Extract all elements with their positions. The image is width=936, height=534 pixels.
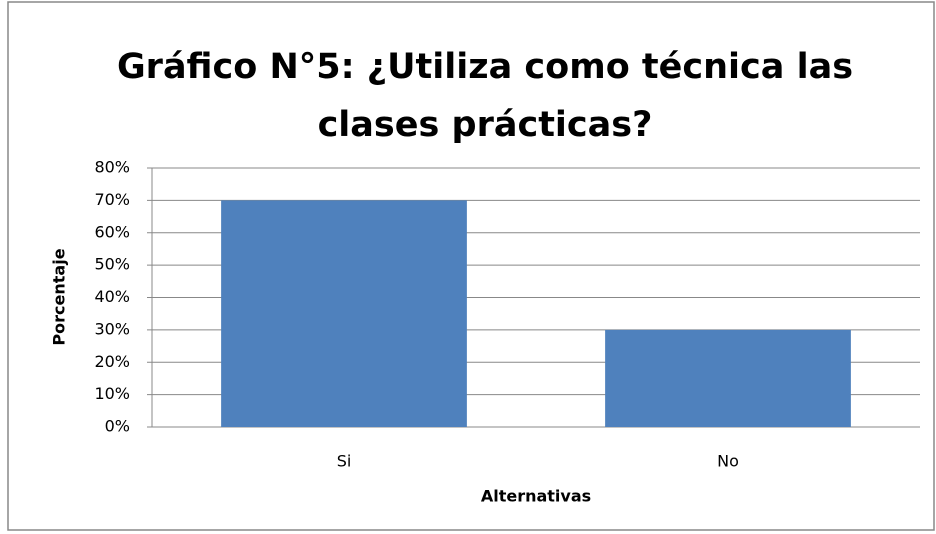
y-axis-label: Porcentaje	[50, 248, 69, 345]
y-tick-label: 80%	[94, 158, 130, 177]
bar	[221, 200, 467, 427]
y-tick-label: 50%	[94, 255, 130, 274]
y-tick-label: 0%	[105, 417, 130, 436]
x-tick-label: Si	[337, 452, 352, 471]
bar	[605, 329, 851, 427]
y-tick-label: 60%	[94, 222, 130, 241]
chart-title: Gráfico N°5: ¿Utiliza como técnica las c…	[116, 47, 854, 145]
chart-border	[7, 1, 935, 531]
y-tick-label: 40%	[94, 287, 130, 306]
x-tick-label: No	[717, 452, 739, 471]
x-axis-label: Alternativas	[481, 487, 591, 506]
y-tick-label: 30%	[94, 319, 130, 338]
y-tick-label: 10%	[94, 384, 130, 403]
y-tick-label: 70%	[94, 190, 130, 209]
y-tick-label: 20%	[94, 352, 130, 371]
